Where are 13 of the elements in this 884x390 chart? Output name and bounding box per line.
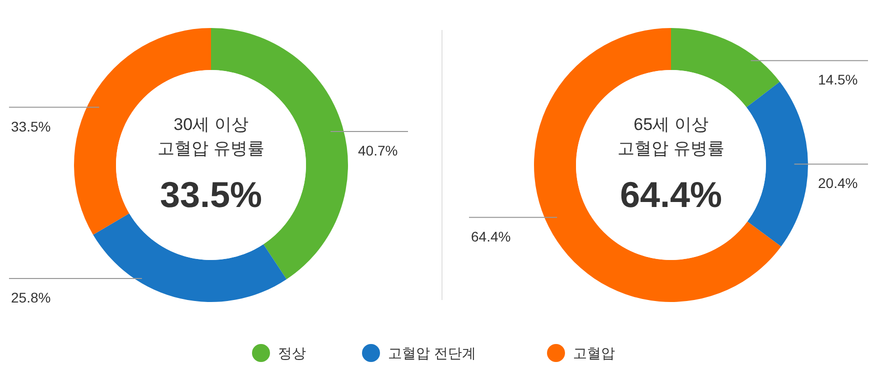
data-label: 33.5%: [11, 118, 51, 134]
text: 65세 이상 고혈압 유병률: [618, 115, 724, 158]
text: 33.5%: [160, 174, 262, 215]
legend-label: 고혈압: [573, 345, 615, 361]
data-label: 14.5%: [818, 72, 858, 88]
data-label: 40.7%: [358, 142, 398, 158]
legend-label: 고혈압 전단계: [388, 345, 476, 361]
data-label: 64.4%: [471, 228, 511, 244]
legend-label: 정상: [278, 345, 306, 361]
data-label: 20.4%: [818, 175, 858, 192]
data-label: 25.8%: [11, 289, 51, 306]
text: 64.4%: [620, 174, 722, 215]
text: 30세 이상 고혈압 유병률: [158, 115, 264, 158]
